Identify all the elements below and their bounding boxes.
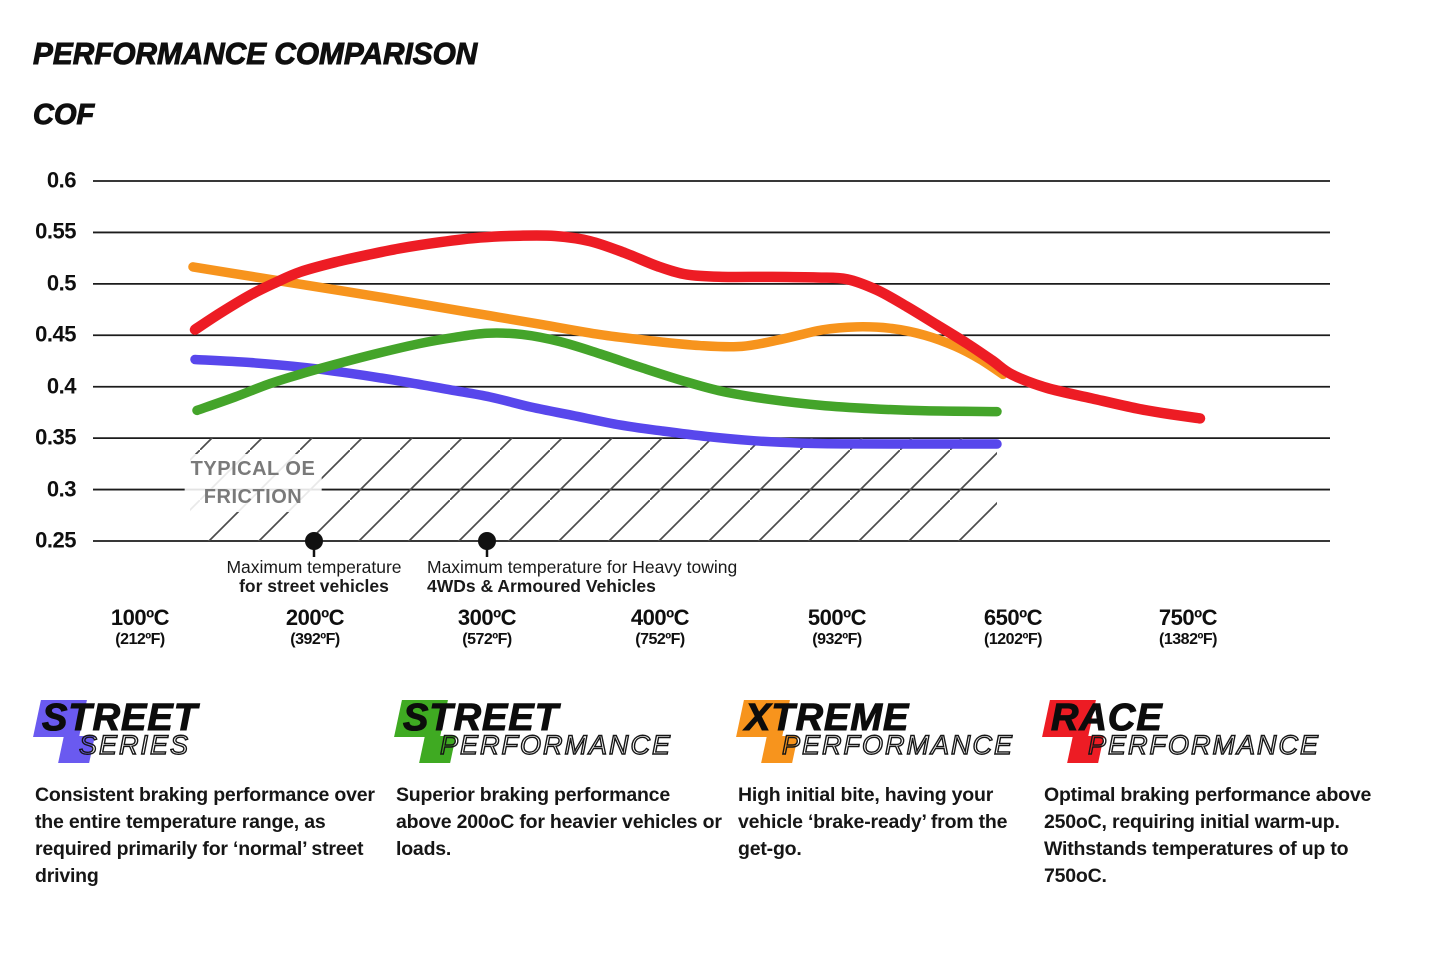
- y-tick-0.25: 0.25: [35, 527, 76, 553]
- x-tick-celsius: 300ºC: [457, 605, 517, 630]
- x-tick-fahrenheit: (392ºF): [290, 631, 340, 648]
- x-tick-celsius: 750ºC: [1158, 605, 1218, 630]
- chart-plot-svg: [93, 180, 1330, 557]
- x-tick-celsius: 650ºC: [983, 605, 1043, 630]
- y-tick-0.55: 0.55: [35, 218, 76, 244]
- x-tick-celsius: 500ºC: [807, 605, 867, 630]
- legend-item-street-performance: STREET PERFORMANCE Superior braking perf…: [394, 697, 726, 863]
- y-tick-0.5: 0.5: [46, 270, 77, 296]
- legend-description: Consistent braking performance over the …: [35, 784, 375, 887]
- x-tick-fahrenheit: (572ºF): [462, 631, 512, 648]
- max-temp-street-dot: [305, 532, 323, 550]
- legend-item-race-performance: RACE PERFORMANCE Optimal braking perform…: [1042, 697, 1374, 890]
- x-tick-celsius: 400ºC: [630, 605, 690, 630]
- annotation-line1: Maximum temperature for Heavy towing: [427, 557, 738, 577]
- annotation-markers: [305, 532, 496, 557]
- logo-word1: XTREME: [744, 697, 910, 739]
- legend-description: High initial bite, having your vehicle ‘…: [738, 784, 1008, 860]
- x-tick-650ºC: 650ºC (1202ºF): [983, 605, 1043, 649]
- series-race-performance: [189, 230, 1206, 424]
- logo-word2: PERFORMANCE: [1087, 729, 1321, 760]
- logo-word2: PERFORMANCE: [781, 729, 1015, 760]
- max-temp-heavy-towing-label: Maximum temperature for Heavy towing 4WDs…: [427, 558, 737, 596]
- oe-label-line2: FRICTION: [203, 486, 303, 508]
- logo-word1: STREET: [41, 697, 198, 739]
- logo-word2: SERIES: [78, 729, 191, 760]
- logo-word1: STREET: [402, 697, 559, 739]
- y-tick-0.45: 0.45: [35, 321, 76, 347]
- annotation-line2: 4WDs & Armoured Vehicles: [427, 576, 656, 596]
- x-tick-fahrenheit: (1202ºF): [984, 631, 1042, 648]
- legend-item-xtreme-performance: XTREME PERFORMANCE High initial bite, ha…: [736, 697, 1023, 863]
- typical-oe-friction-region: [190, 438, 997, 541]
- max-temp-heavy-towing-dot: [478, 532, 496, 550]
- x-tick-fahrenheit: (212ºF): [115, 631, 165, 648]
- series-street-series: [190, 354, 1002, 449]
- typical-oe-friction-label: TYPICAL OE FRICTION: [184, 454, 322, 512]
- x-tick-fahrenheit: (752ºF): [635, 631, 685, 648]
- cof-line-chart: 0.6 0.55 0.5 0.45 0.4 0.35 0.3 0.25 100ºC (212ºF…: [35, 167, 1330, 649]
- x-tick-750ºC: 750ºC (1382ºF): [1158, 605, 1218, 649]
- series-xtreme-performance: [188, 262, 1008, 380]
- x-tick-fahrenheit: (932ºF): [812, 631, 862, 648]
- x-tick-500ºC: 500ºC (932ºF): [807, 605, 867, 649]
- x-tick-fahrenheit: (1382ºF): [1159, 631, 1217, 648]
- race-performance-logo: RACE PERFORMANCE: [1042, 697, 1374, 770]
- legend-item-street-series: STREET SERIES Consistent braking perform…: [33, 697, 375, 890]
- y-axis-title: COF: [32, 99, 95, 132]
- xtreme-performance-logo: XTREME PERFORMANCE: [736, 697, 1023, 770]
- x-tick-400ºC: 400ºC (752ºF): [630, 605, 690, 649]
- annotation-line1: Maximum temperature: [226, 557, 402, 577]
- legend-description: Optimal braking performance above 250oC,…: [1044, 784, 1372, 887]
- x-tick-300ºC: 300ºC (572ºF): [457, 605, 517, 649]
- x-tick-100ºC: 100ºC (212ºF): [110, 605, 170, 649]
- y-tick-0.6: 0.6: [46, 167, 77, 193]
- y-tick-0.4: 0.4: [46, 373, 77, 399]
- max-temp-street-label: Maximum temperature for street vehicles: [226, 558, 401, 596]
- y-tick-0.35: 0.35: [35, 424, 76, 450]
- page-title: PERFORMANCE COMPARISON: [33, 36, 478, 72]
- series-curves: [188, 230, 1206, 449]
- oe-label-line1: TYPICAL OE: [190, 458, 316, 480]
- annotation-line2: for street vehicles: [239, 576, 389, 596]
- x-tick-celsius: 200ºC: [285, 605, 345, 630]
- series-street-performance: [192, 328, 1002, 417]
- street-performance-logo: STREET PERFORMANCE: [394, 697, 726, 770]
- street-series-logo: STREET SERIES: [33, 697, 375, 770]
- x-tick-celsius: 100ºC: [110, 605, 170, 630]
- oe-friction-hatch: [190, 438, 997, 541]
- x-tick-200ºC: 200ºC (392ºF): [285, 605, 345, 649]
- legend-description: Superior braking performance above 200oC…: [396, 784, 722, 860]
- y-tick-0.3: 0.3: [46, 476, 77, 502]
- logo-word2: PERFORMANCE: [439, 729, 673, 760]
- logo-word1: RACE: [1050, 697, 1163, 739]
